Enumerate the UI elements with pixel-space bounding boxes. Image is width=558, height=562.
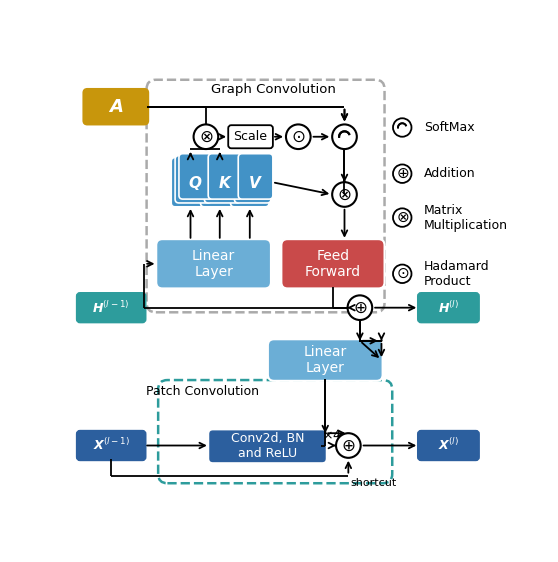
Text: Linear
Layer: Linear Layer: [304, 345, 347, 375]
FancyBboxPatch shape: [208, 429, 327, 463]
Text: $\times 4$: $\times 4$: [322, 429, 342, 442]
Circle shape: [393, 118, 411, 137]
Text: Addition: Addition: [424, 167, 475, 180]
Circle shape: [393, 265, 411, 283]
Text: Conv2d, BN
and ReLU: Conv2d, BN and ReLU: [231, 432, 304, 460]
Circle shape: [348, 296, 372, 320]
FancyBboxPatch shape: [238, 153, 273, 199]
Text: $\boldsymbol{X}^{(l)}$: $\boldsymbol{X}^{(l)}$: [438, 438, 459, 454]
Circle shape: [332, 124, 357, 149]
Text: Linear
Layer: Linear Layer: [192, 249, 235, 279]
Text: V: V: [248, 176, 260, 191]
FancyBboxPatch shape: [77, 293, 146, 323]
Text: $\boldsymbol{X}^{(l-1)}$: $\boldsymbol{X}^{(l-1)}$: [93, 438, 130, 454]
FancyBboxPatch shape: [77, 431, 146, 460]
Text: Matrix
Multiplication: Matrix Multiplication: [424, 203, 508, 232]
Text: $\boldsymbol{A}$: $\boldsymbol{A}$: [108, 98, 124, 116]
Text: Scale: Scale: [234, 130, 267, 143]
FancyBboxPatch shape: [268, 339, 383, 381]
FancyBboxPatch shape: [418, 293, 479, 323]
Text: Q: Q: [189, 176, 201, 191]
Text: $\otimes$: $\otimes$: [396, 210, 409, 225]
FancyBboxPatch shape: [179, 153, 214, 199]
Circle shape: [332, 182, 357, 207]
FancyBboxPatch shape: [175, 156, 211, 203]
FancyBboxPatch shape: [418, 431, 479, 460]
Text: Patch Convolution: Patch Convolution: [146, 384, 258, 398]
FancyBboxPatch shape: [204, 156, 241, 203]
Circle shape: [336, 433, 360, 458]
FancyBboxPatch shape: [234, 156, 271, 203]
Text: shortcut: shortcut: [350, 478, 397, 488]
Text: $\oplus$: $\oplus$: [341, 437, 355, 455]
Text: $\oplus$: $\oplus$: [396, 166, 409, 181]
Text: $\odot$: $\odot$: [291, 128, 306, 146]
Text: $\boldsymbol{H}^{(l-1)}$: $\boldsymbol{H}^{(l-1)}$: [93, 300, 130, 316]
FancyBboxPatch shape: [84, 89, 148, 124]
Text: SoftMax: SoftMax: [424, 121, 474, 134]
Text: $\otimes$: $\otimes$: [337, 185, 352, 203]
FancyBboxPatch shape: [200, 157, 239, 207]
Text: $\otimes$: $\otimes$: [199, 128, 213, 146]
FancyBboxPatch shape: [281, 239, 384, 288]
Text: Feed
Forward: Feed Forward: [305, 249, 361, 279]
FancyBboxPatch shape: [228, 125, 273, 148]
Text: $\oplus$: $\oplus$: [353, 298, 367, 316]
FancyBboxPatch shape: [208, 153, 243, 199]
Circle shape: [393, 209, 411, 227]
Text: Hadamard
Product: Hadamard Product: [424, 260, 489, 288]
Circle shape: [286, 124, 311, 149]
Text: Graph Convolution: Graph Convolution: [211, 83, 336, 96]
Text: K: K: [218, 176, 230, 191]
Circle shape: [194, 124, 218, 149]
Text: $\odot$: $\odot$: [396, 266, 409, 282]
FancyBboxPatch shape: [230, 157, 269, 207]
Circle shape: [393, 165, 411, 183]
Text: $\boldsymbol{H}^{(l)}$: $\boldsymbol{H}^{(l)}$: [438, 300, 459, 316]
FancyBboxPatch shape: [171, 157, 210, 207]
FancyBboxPatch shape: [156, 239, 271, 288]
